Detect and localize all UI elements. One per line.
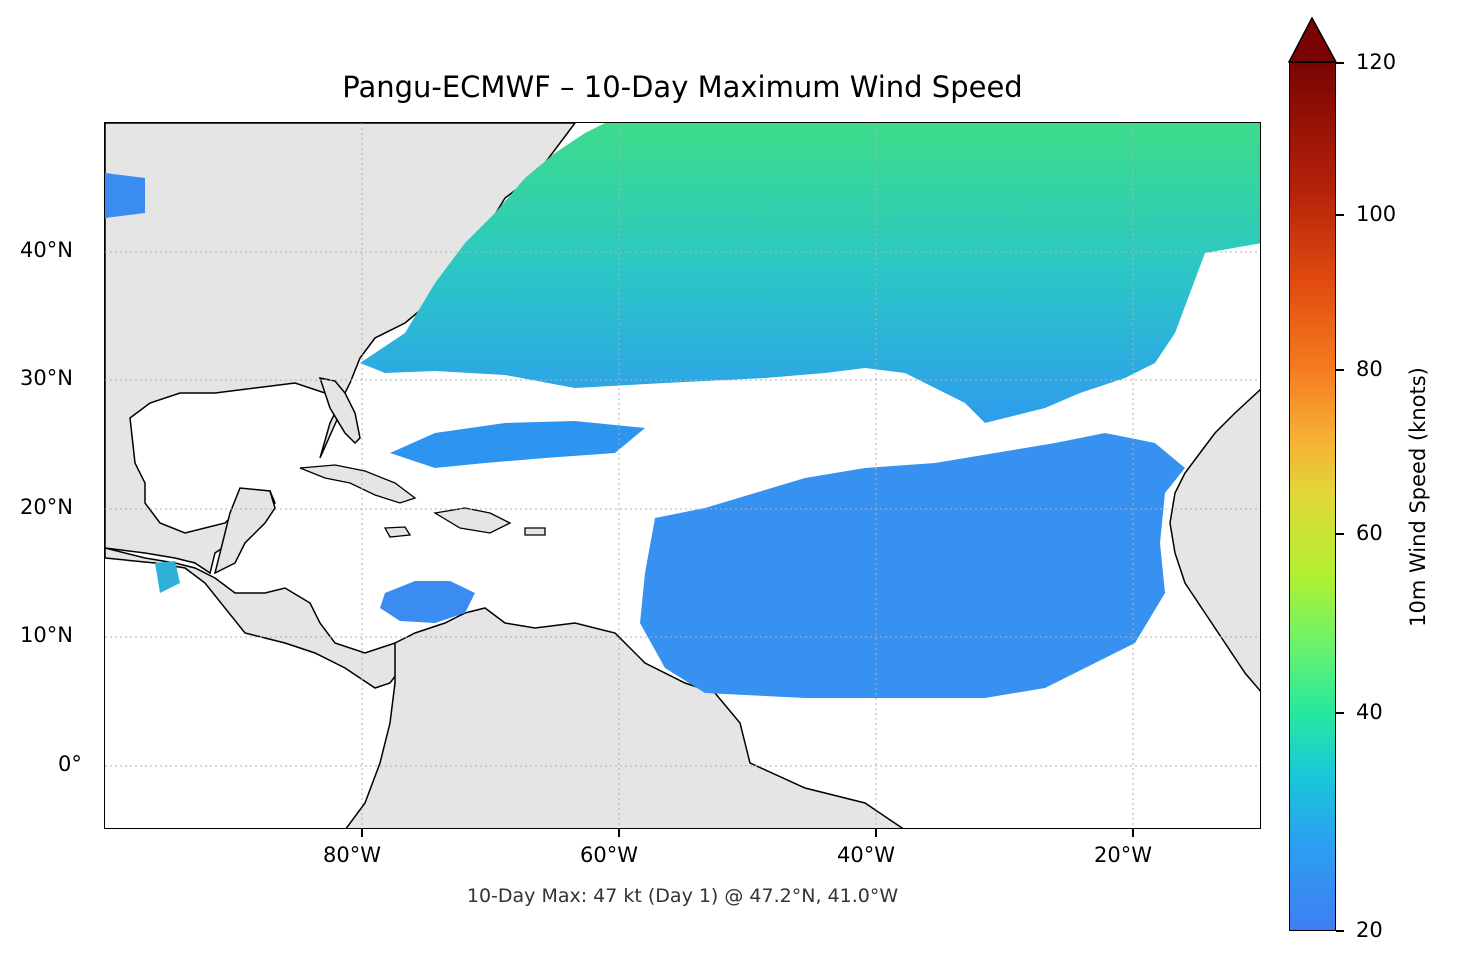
land-africa <box>1169 388 1260 692</box>
cbar-tick-label: 100 <box>1356 202 1397 226</box>
land-central-america <box>105 547 406 689</box>
cbar-tick-label: 40 <box>1356 700 1383 724</box>
wind-great-lakes <box>105 173 145 218</box>
wind-trade-winds <box>640 433 1185 698</box>
lon-tick-mark <box>618 829 620 837</box>
cbar-tick-mark <box>1336 62 1344 64</box>
cbar-tick-mark <box>1336 712 1344 714</box>
map-panel <box>104 122 1261 829</box>
land-florida <box>318 377 361 445</box>
lon-tick-mark <box>875 829 877 837</box>
cbar-tick-label: 120 <box>1356 50 1397 74</box>
wind-pacific <box>155 561 180 593</box>
lon-tick-label: 60°W <box>580 843 638 867</box>
chart-title: Pangu-ECMWF – 10-Day Maximum Wind Speed <box>342 70 1023 104</box>
land-puerto-rico <box>524 527 546 536</box>
lat-tick-label: 20°N <box>20 495 73 519</box>
lon-tick-mark <box>361 829 363 837</box>
cbar-tick-mark <box>1336 369 1344 371</box>
cbar-tick-label: 20 <box>1356 918 1383 942</box>
cbar-tick-label: 80 <box>1356 357 1383 381</box>
wind-caribbean <box>380 581 475 623</box>
lon-tick-mark <box>1132 829 1134 837</box>
wind-subtropical-band <box>390 421 645 468</box>
lon-tick-label: 20°W <box>1094 843 1152 867</box>
max-wind-summary: 10-Day Max: 47 kt (Day 1) @ 47.2°N, 41.0… <box>466 885 899 907</box>
land-jamaica <box>383 526 412 538</box>
cbar-tick-mark <box>1336 533 1344 535</box>
colorbar-label: 10m Wind Speed (knots) <box>1406 367 1430 627</box>
wind-north-atlantic <box>360 123 1260 423</box>
land-hispaniola <box>433 507 512 534</box>
cbar-tick-mark <box>1336 930 1344 932</box>
lat-tick-label: 40°N <box>20 238 73 262</box>
lat-tick-label: 30°N <box>20 366 73 390</box>
lon-tick-label: 40°W <box>837 843 895 867</box>
cbar-tick-mark <box>1336 214 1344 216</box>
lon-tick-label: 80°W <box>323 843 381 867</box>
lat-tick-label: 10°N <box>20 623 73 647</box>
cbar-tick-label: 60 <box>1356 521 1383 545</box>
map-canvas <box>105 123 1260 828</box>
lat-tick-label: 0° <box>58 752 82 776</box>
land-cuba <box>299 464 417 504</box>
colorbar <box>1289 62 1336 931</box>
